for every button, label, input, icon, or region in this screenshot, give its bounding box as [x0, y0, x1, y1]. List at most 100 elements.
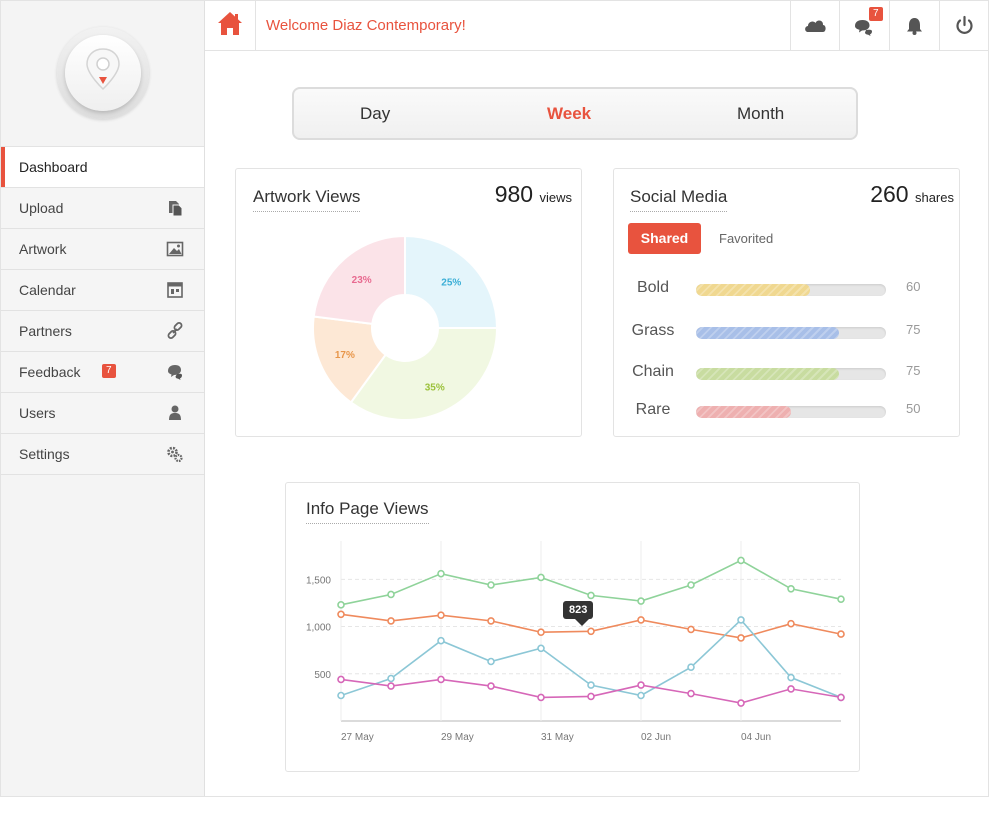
sidebar-item-label: Calendar [19, 282, 76, 298]
data-point[interactable] [437, 569, 445, 578]
data-point[interactable] [337, 601, 345, 609]
messages-badge: 7 [869, 7, 883, 21]
artwork-views-number: 980 [494, 181, 534, 207]
messages-button[interactable]: 7 [839, 1, 889, 50]
data-point[interactable] [537, 644, 545, 653]
data-point[interactable] [487, 581, 495, 589]
pie-slice[interactable] [312, 315, 387, 404]
data-point[interactable] [737, 556, 745, 565]
sidebar-item-label: Users [19, 405, 56, 421]
data-point[interactable] [637, 681, 645, 689]
social-bar-label: Grass [631, 322, 675, 339]
social-bar-track [696, 406, 886, 418]
y-tick-label: 1,000 [306, 623, 331, 634]
data-point[interactable] [487, 682, 495, 690]
artwork-views-panel: Artwork Views 980 views 25% 35% 17% 23% [235, 168, 582, 437]
pie-slice[interactable] [349, 327, 499, 421]
welcome-message: Welcome Diaz Contemporary! [266, 17, 466, 34]
data-point[interactable] [537, 693, 545, 702]
data-point[interactable] [387, 682, 395, 690]
sidebar: Dashboard Upload Artwork Calendar [1, 1, 205, 796]
pie-slice[interactable] [404, 234, 499, 329]
social-bar-value: 50 [906, 401, 921, 416]
data-point[interactable] [787, 584, 795, 593]
power-icon [956, 15, 973, 34]
x-tick-label: 27 May [341, 732, 374, 743]
data-point[interactable] [537, 628, 545, 637]
pie-slice-label: 17% [335, 350, 355, 361]
social-media-title: Social Media [630, 187, 728, 212]
sidebar-item-label: Partners [19, 323, 72, 339]
data-point[interactable] [487, 617, 495, 625]
data-point[interactable] [337, 691, 345, 700]
data-point[interactable] [387, 674, 395, 683]
tooltip-pointer [575, 619, 589, 626]
info-page-views-line-chart: 500 1,000 1,500 27 May 29 May 31 May 02 Jun 04 … [306, 541, 845, 743]
data-point[interactable] [437, 611, 445, 620]
period-day-option[interactable]: Day [360, 104, 391, 123]
data-point[interactable] [437, 636, 445, 645]
logo-area [1, 1, 204, 147]
home-button[interactable] [205, 1, 256, 50]
data-point[interactable] [337, 675, 345, 684]
social-bar-label: Chain [632, 363, 674, 380]
data-point[interactable] [687, 625, 695, 634]
sidebar-item-artwork[interactable]: Artwork [1, 229, 204, 270]
data-point[interactable] [787, 685, 795, 693]
data-point[interactable] [787, 619, 795, 628]
sidebar-item-settings[interactable]: Settings [1, 434, 204, 475]
logo[interactable] [57, 27, 149, 119]
period-week-option[interactable]: Week [547, 104, 592, 123]
data-point[interactable] [787, 673, 795, 682]
social-bar-fill [696, 284, 810, 296]
y-tick-label: 500 [314, 670, 331, 681]
data-point[interactable] [637, 597, 645, 605]
data-point[interactable] [337, 610, 345, 619]
x-tick-label: 04 Jun [741, 732, 771, 743]
social-bar-row: Bold 60 [614, 279, 958, 299]
bell-icon [907, 18, 922, 35]
data-point[interactable] [837, 693, 845, 702]
x-tick-label: 31 May [541, 732, 574, 743]
artwork-views-pie-chart: 25% 35% 17% 23% [312, 234, 499, 421]
social-media-unit: shares [914, 190, 954, 205]
data-point[interactable] [637, 616, 645, 624]
data-point[interactable] [687, 663, 695, 671]
data-point[interactable] [687, 689, 695, 698]
data-point[interactable] [587, 681, 595, 689]
sidebar-item-users[interactable]: Users [1, 393, 204, 434]
data-point[interactable] [637, 691, 645, 700]
data-point[interactable] [587, 692, 595, 701]
pie-slice[interactable] [312, 234, 406, 325]
sidebar-item-feedback[interactable]: Feedback 7 [1, 352, 204, 393]
favorited-tab[interactable]: Favorited [719, 231, 774, 246]
data-point[interactable] [587, 591, 595, 600]
data-point[interactable] [737, 634, 745, 642]
sidebar-item-dashboard[interactable]: Dashboard [1, 147, 204, 188]
period-month-option[interactable]: Month [737, 104, 785, 123]
logout-button[interactable] [939, 1, 989, 50]
data-point[interactable] [487, 657, 495, 666]
sidebar-item-upload[interactable]: Upload [1, 188, 204, 229]
data-point[interactable] [737, 616, 745, 624]
cloud-button[interactable] [790, 1, 840, 50]
data-point[interactable] [387, 590, 395, 599]
social-bar-track [696, 368, 886, 380]
data-point[interactable] [587, 627, 595, 636]
data-point[interactable] [437, 675, 445, 684]
data-point[interactable] [537, 573, 545, 582]
data-point[interactable] [387, 617, 395, 625]
info-page-views-title: Info Page Views [306, 499, 429, 524]
calendar-icon [167, 282, 183, 298]
social-bar-fill [696, 406, 791, 418]
social-bar-row: Rare 50 [614, 401, 958, 421]
data-point[interactable] [837, 595, 845, 603]
sidebar-item-calendar[interactable]: Calendar [1, 270, 204, 311]
data-point[interactable] [737, 699, 745, 707]
notifications-button[interactable] [889, 1, 939, 50]
data-point[interactable] [837, 630, 845, 638]
social-bar-value: 75 [906, 322, 921, 337]
shared-tab[interactable]: Shared [628, 223, 701, 254]
data-point[interactable] [687, 581, 695, 589]
sidebar-item-partners[interactable]: Partners [1, 311, 204, 352]
